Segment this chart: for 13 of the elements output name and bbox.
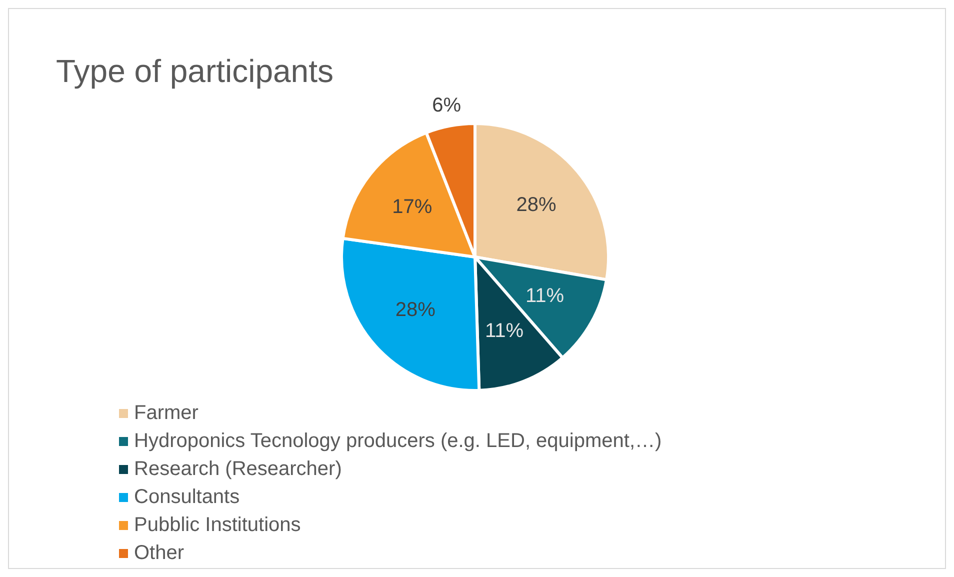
data-label: 17% (392, 196, 432, 218)
legend-label: Farmer (134, 402, 198, 424)
legend-label: Research (Researcher) (134, 458, 342, 480)
legend-label: Pubblic Institutions (134, 514, 301, 536)
chart-title: Type of participants (56, 53, 334, 90)
data-label: 6% (432, 94, 462, 117)
legend-label: Other (134, 542, 184, 564)
data-label: 28% (516, 194, 556, 216)
data-label: 11% (526, 284, 564, 307)
data-label: 11% (484, 320, 524, 342)
legend-label: Consultants (134, 486, 240, 508)
data-label: 28% (395, 298, 436, 321)
legend-label: Hydroponics Tecnology producers (e.g. LED, equipment,…) (134, 430, 662, 452)
